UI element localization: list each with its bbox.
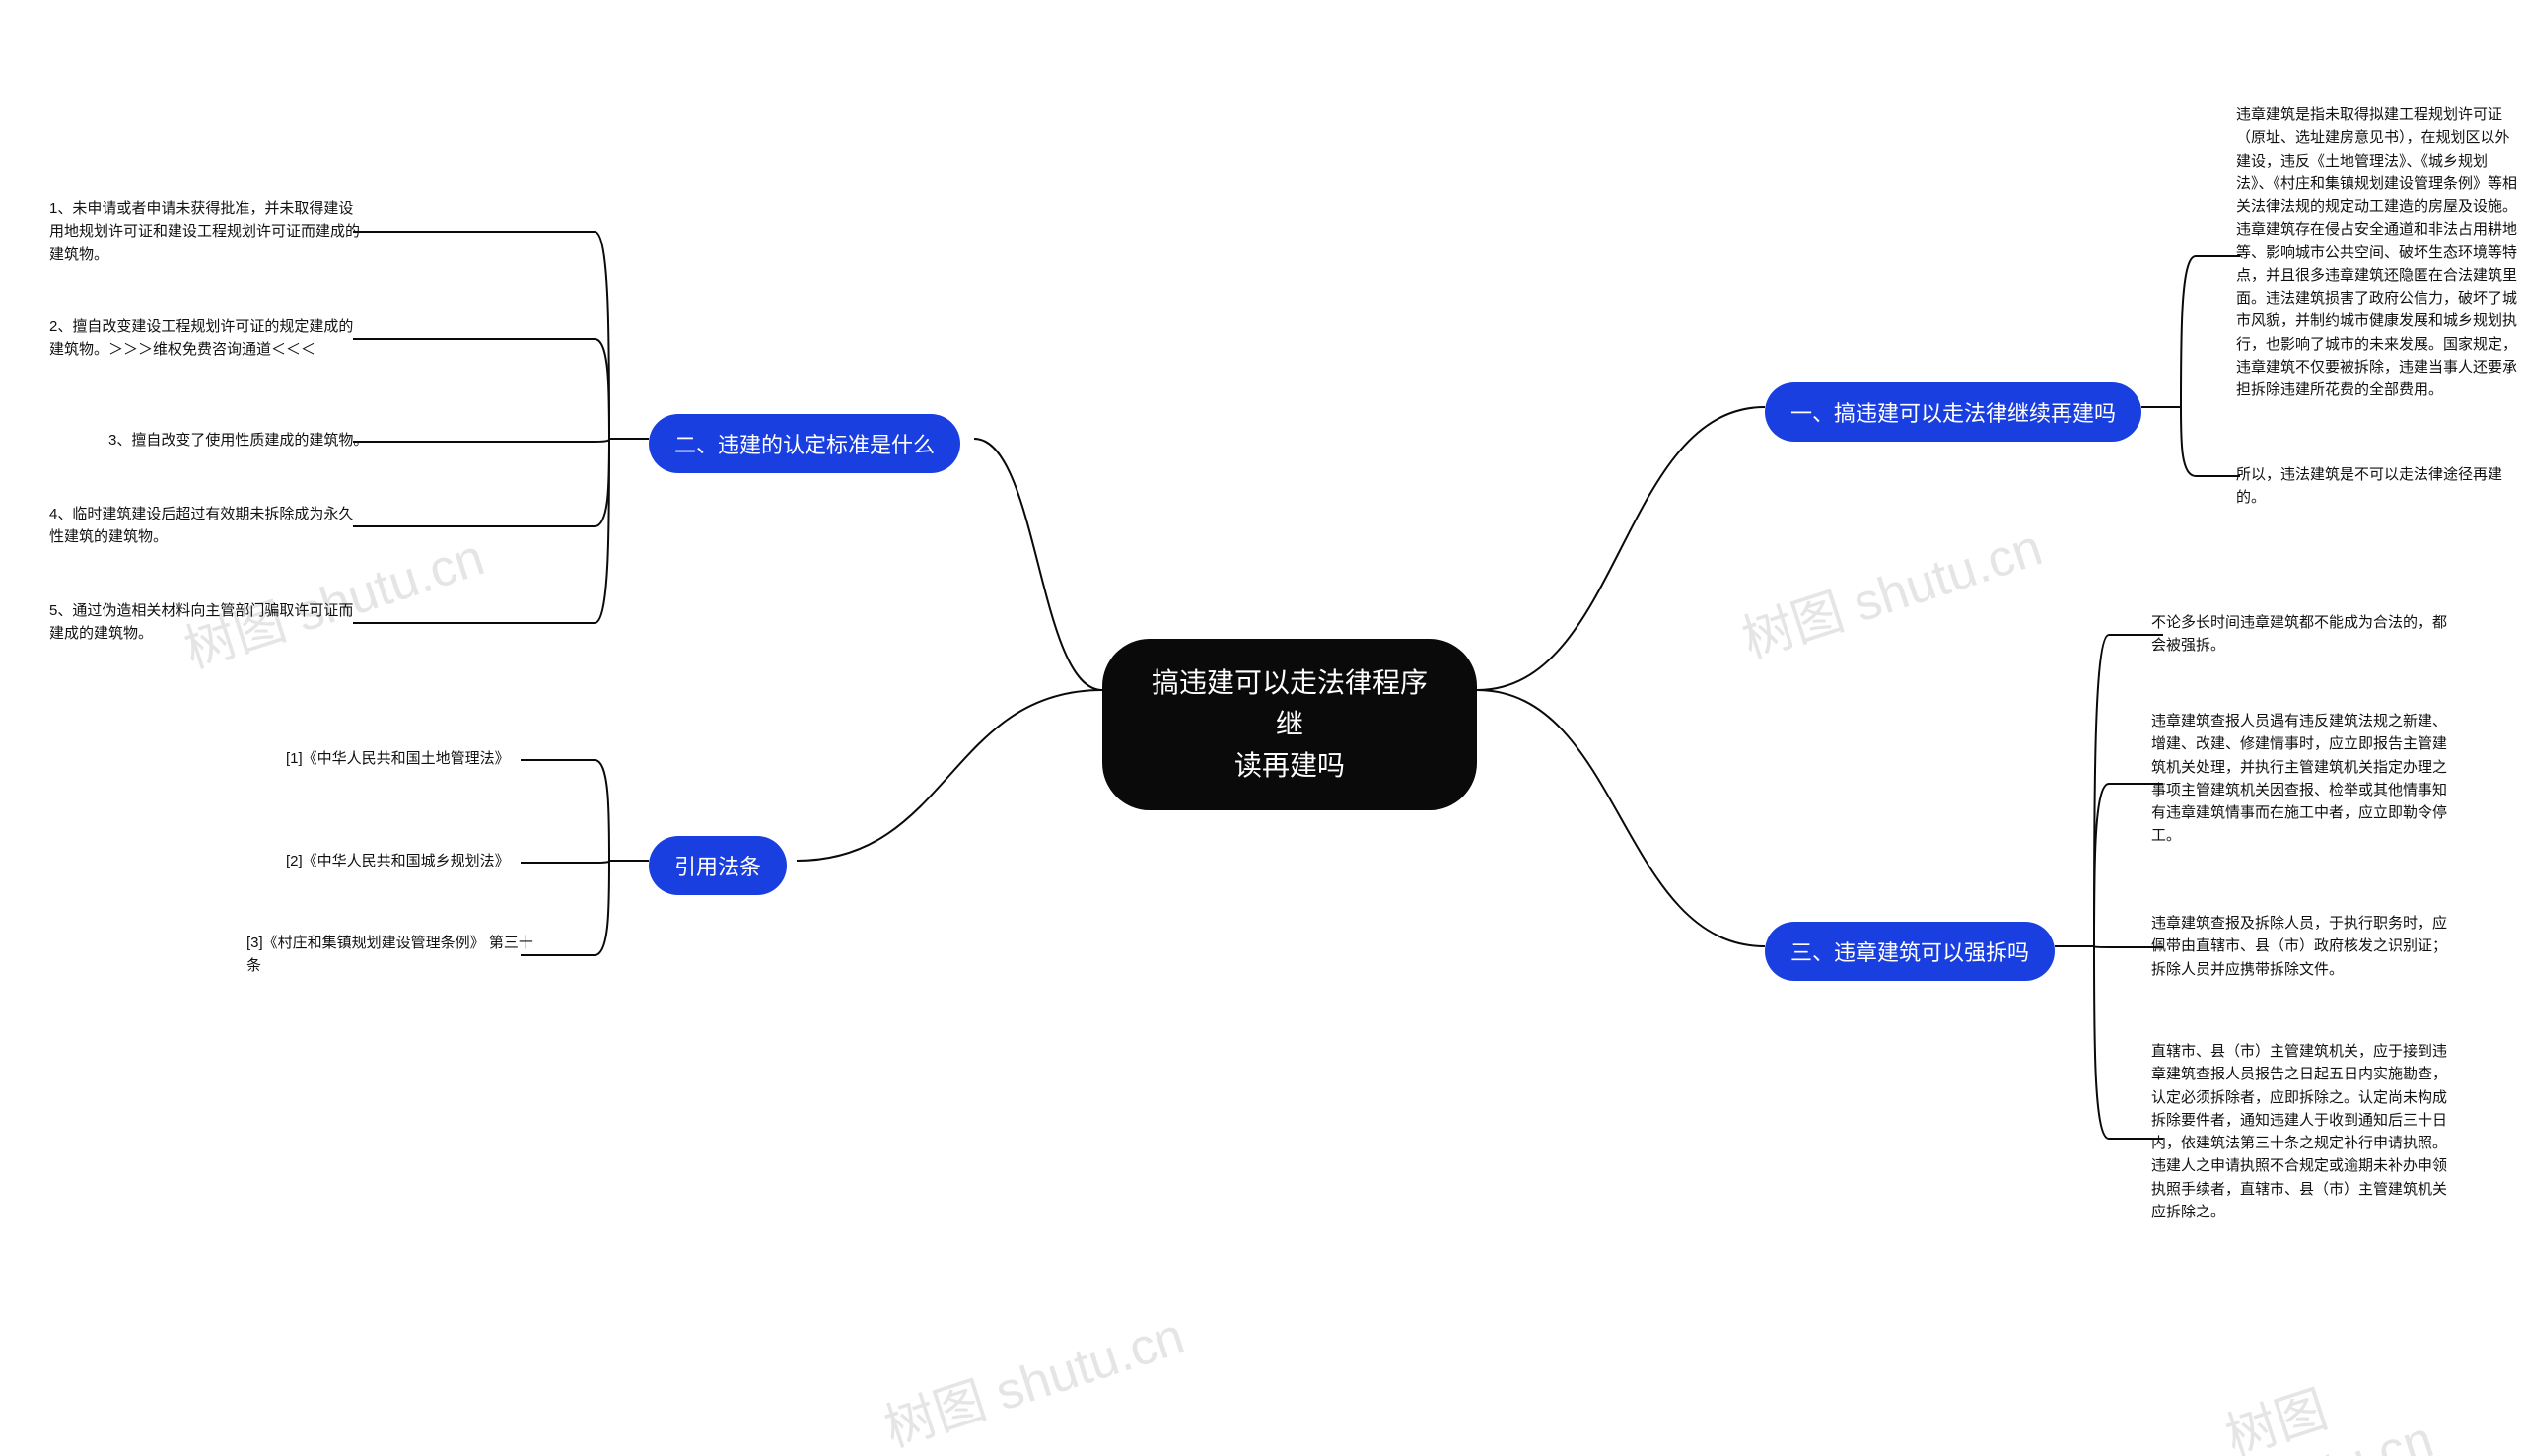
leaf-b4-1: [2]《中华人民共和国城乡规划法》 — [286, 850, 542, 872]
leaf-b4-2: [3]《村庄和集镇规划建设管理条例》 第三十条 — [246, 932, 542, 978]
leaf-b2-4: 5、通过伪造相关材料向主管部门骗取许可证而建成的建筑物。 — [49, 599, 365, 646]
leaf-b3-1: 违章建筑查报人员遇有违反建筑法规之新建、增建、改建、修建情事时，应立即报告主管建… — [2151, 710, 2447, 848]
watermark-3: 树图 shutu.cn — [1731, 506, 2050, 672]
leaf-b2-2: 3、擅自改变了使用性质建成的建筑物。 — [108, 429, 375, 451]
leaf-b3-3: 直辖市、县（市）主管建筑机关，应于接到违章建筑查报人员报告之日起五日内实施勘查，… — [2151, 1040, 2447, 1223]
leaf-b1-0: 违章建筑是指未取得拟建工程规划许可证（原址、选址建房意见书），在规划区以外建设，… — [2236, 104, 2522, 401]
leaf-b3-2: 违章建筑查报及拆除人员，于执行职务时，应佩带由直辖市、县（市）政府核发之识别证；… — [2151, 912, 2447, 981]
leaf-b2-1: 2、擅自改变建设工程规划许可证的规定建成的建筑物。＞＞＞维权免费咨询通道＜＜＜ — [49, 315, 365, 362]
leaf-b1-1: 所以，违法建筑是不可以走法律途径再建的。 — [2236, 463, 2522, 510]
leaf-b3-0: 不论多长时间违章建筑都不能成为合法的，都会被强拆。 — [2151, 611, 2447, 658]
root-node[interactable]: 搞违建可以走法律程序继读再建吗 — [1102, 639, 1477, 810]
branch-3[interactable]: 三、违章建筑可以强拆吗 — [1765, 922, 2055, 981]
leaf-b2-0: 1、未申请或者申请未获得批准，并未取得建设用地规划许可证和建设工程规划许可证而建… — [49, 197, 365, 266]
branch-4[interactable]: 引用法条 — [649, 836, 787, 895]
leaf-b4-0: [1]《中华人民共和国土地管理法》 — [286, 747, 542, 770]
leaf-b2-3: 4、临时建筑建设后超过有效期未拆除成为永久性建筑的建筑物。 — [49, 503, 365, 549]
mindmap-canvas: { "root": { "label": "搞违建可以走法律程序继\n读再建吗"… — [0, 0, 2524, 1456]
branch-1[interactable]: 一、搞违建可以走法律继续再建吗 — [1765, 382, 2141, 442]
branch-2[interactable]: 二、违建的认定标准是什么 — [649, 414, 960, 473]
watermark-2: 树图 shutu.cn — [874, 1294, 1192, 1456]
watermark-4: 树图 shutu.cn — [2214, 1308, 2524, 1456]
